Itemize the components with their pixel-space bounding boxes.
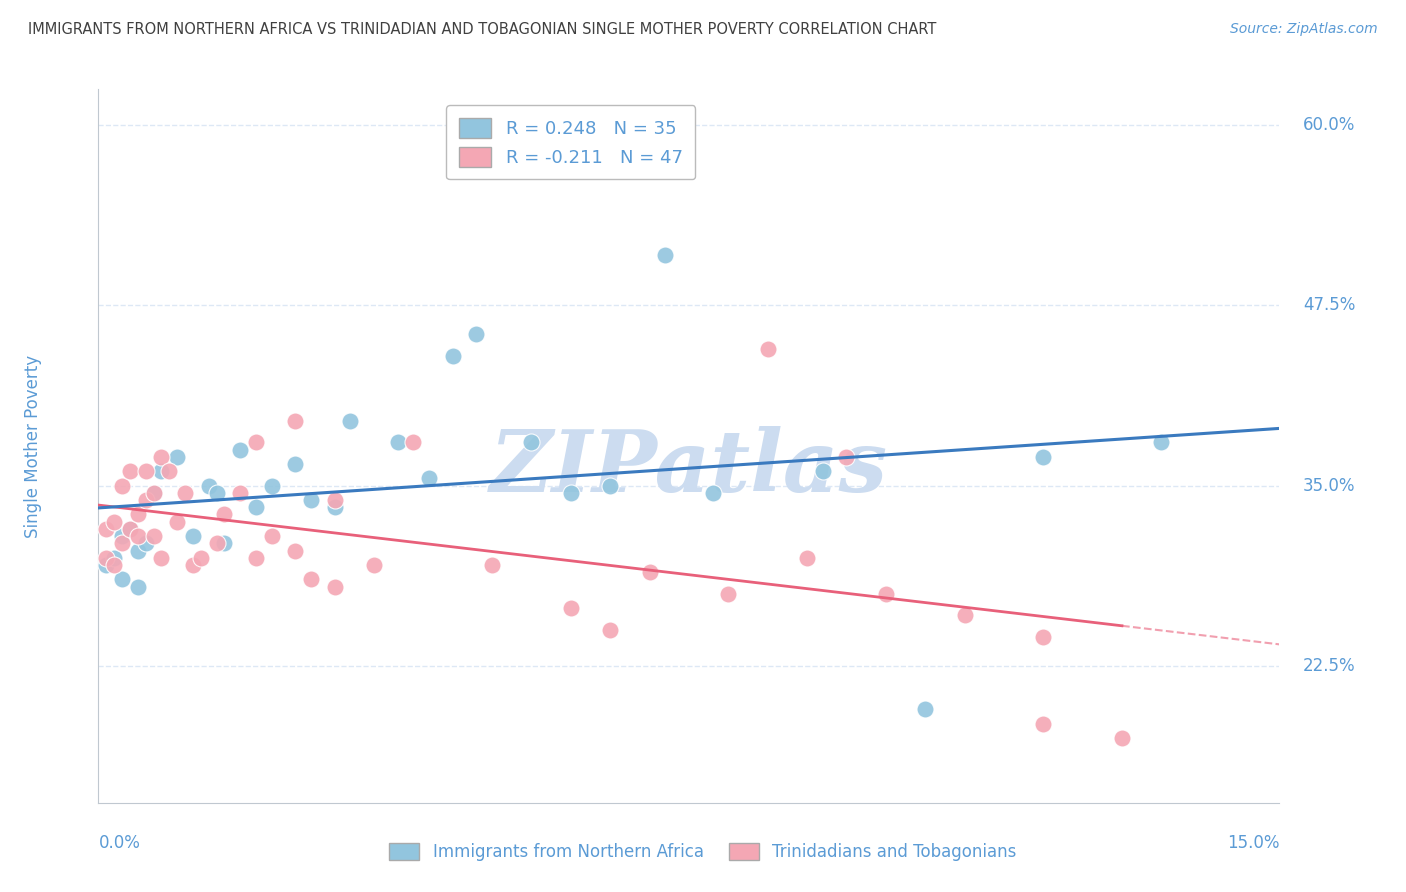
- Point: [166, 515, 188, 529]
- Text: 47.5%: 47.5%: [1303, 296, 1355, 315]
- Point: [142, 486, 165, 500]
- Point: [118, 464, 141, 478]
- Point: [118, 522, 141, 536]
- Point: [520, 435, 543, 450]
- Point: [103, 558, 125, 572]
- Legend: Immigrants from Northern Africa, Trinidadians and Tobagonians: Immigrants from Northern Africa, Trinida…: [382, 836, 1024, 868]
- Point: [181, 558, 204, 572]
- Point: [127, 580, 149, 594]
- Point: [103, 550, 125, 565]
- Point: [111, 572, 134, 586]
- Point: [181, 529, 204, 543]
- Point: [205, 486, 228, 500]
- Text: Source: ZipAtlas.com: Source: ZipAtlas.com: [1230, 22, 1378, 37]
- Point: [142, 486, 165, 500]
- Point: [118, 522, 141, 536]
- Point: [96, 522, 118, 536]
- Point: [702, 486, 724, 500]
- Point: [150, 464, 173, 478]
- Point: [599, 478, 621, 492]
- Point: [135, 464, 157, 478]
- Point: [835, 450, 858, 464]
- Point: [717, 587, 740, 601]
- Point: [953, 608, 976, 623]
- Point: [1150, 435, 1173, 450]
- Point: [323, 500, 346, 515]
- Point: [387, 435, 409, 450]
- Point: [875, 587, 897, 601]
- Point: [157, 464, 180, 478]
- Point: [638, 565, 661, 579]
- Point: [214, 536, 236, 550]
- Point: [284, 543, 307, 558]
- Point: [245, 500, 267, 515]
- Text: 22.5%: 22.5%: [1303, 657, 1355, 675]
- Point: [299, 572, 322, 586]
- Point: [150, 550, 173, 565]
- Text: 60.0%: 60.0%: [1303, 116, 1355, 134]
- Point: [1032, 450, 1054, 464]
- Point: [323, 493, 346, 508]
- Point: [1111, 731, 1133, 745]
- Point: [402, 435, 425, 450]
- Point: [127, 529, 149, 543]
- Point: [284, 457, 307, 471]
- Point: [111, 536, 134, 550]
- Point: [323, 580, 346, 594]
- Text: 0.0%: 0.0%: [98, 834, 141, 852]
- Point: [260, 529, 283, 543]
- Point: [135, 536, 157, 550]
- Point: [142, 529, 165, 543]
- Point: [560, 486, 582, 500]
- Text: ZIPatlas: ZIPatlas: [489, 425, 889, 509]
- Point: [811, 464, 834, 478]
- Point: [96, 558, 118, 572]
- Point: [465, 327, 488, 342]
- Point: [214, 508, 236, 522]
- Point: [127, 543, 149, 558]
- Point: [229, 486, 252, 500]
- Point: [599, 623, 621, 637]
- Point: [914, 702, 936, 716]
- Point: [135, 493, 157, 508]
- Point: [150, 450, 173, 464]
- Point: [260, 478, 283, 492]
- Point: [284, 414, 307, 428]
- Point: [111, 478, 134, 492]
- Point: [481, 558, 503, 572]
- Point: [796, 550, 818, 565]
- Point: [418, 471, 440, 485]
- Point: [174, 486, 197, 500]
- Point: [299, 493, 322, 508]
- Point: [166, 450, 188, 464]
- Point: [197, 478, 219, 492]
- Point: [441, 349, 464, 363]
- Point: [560, 601, 582, 615]
- Point: [111, 529, 134, 543]
- Point: [654, 248, 676, 262]
- Text: IMMIGRANTS FROM NORTHERN AFRICA VS TRINIDADIAN AND TOBAGONIAN SINGLE MOTHER POVE: IMMIGRANTS FROM NORTHERN AFRICA VS TRINI…: [28, 22, 936, 37]
- Point: [363, 558, 385, 572]
- Point: [96, 550, 118, 565]
- Point: [245, 550, 267, 565]
- Point: [1032, 716, 1054, 731]
- Point: [205, 536, 228, 550]
- Legend: R = 0.248   N = 35, R = -0.211   N = 47: R = 0.248 N = 35, R = -0.211 N = 47: [446, 105, 696, 179]
- Point: [103, 515, 125, 529]
- Point: [1032, 630, 1054, 644]
- Text: 15.0%: 15.0%: [1227, 834, 1279, 852]
- Text: 35.0%: 35.0%: [1303, 476, 1355, 495]
- Point: [229, 442, 252, 457]
- Point: [339, 414, 361, 428]
- Point: [245, 435, 267, 450]
- Point: [127, 508, 149, 522]
- Point: [756, 342, 779, 356]
- Text: Single Mother Poverty: Single Mother Poverty: [24, 354, 42, 538]
- Point: [190, 550, 212, 565]
